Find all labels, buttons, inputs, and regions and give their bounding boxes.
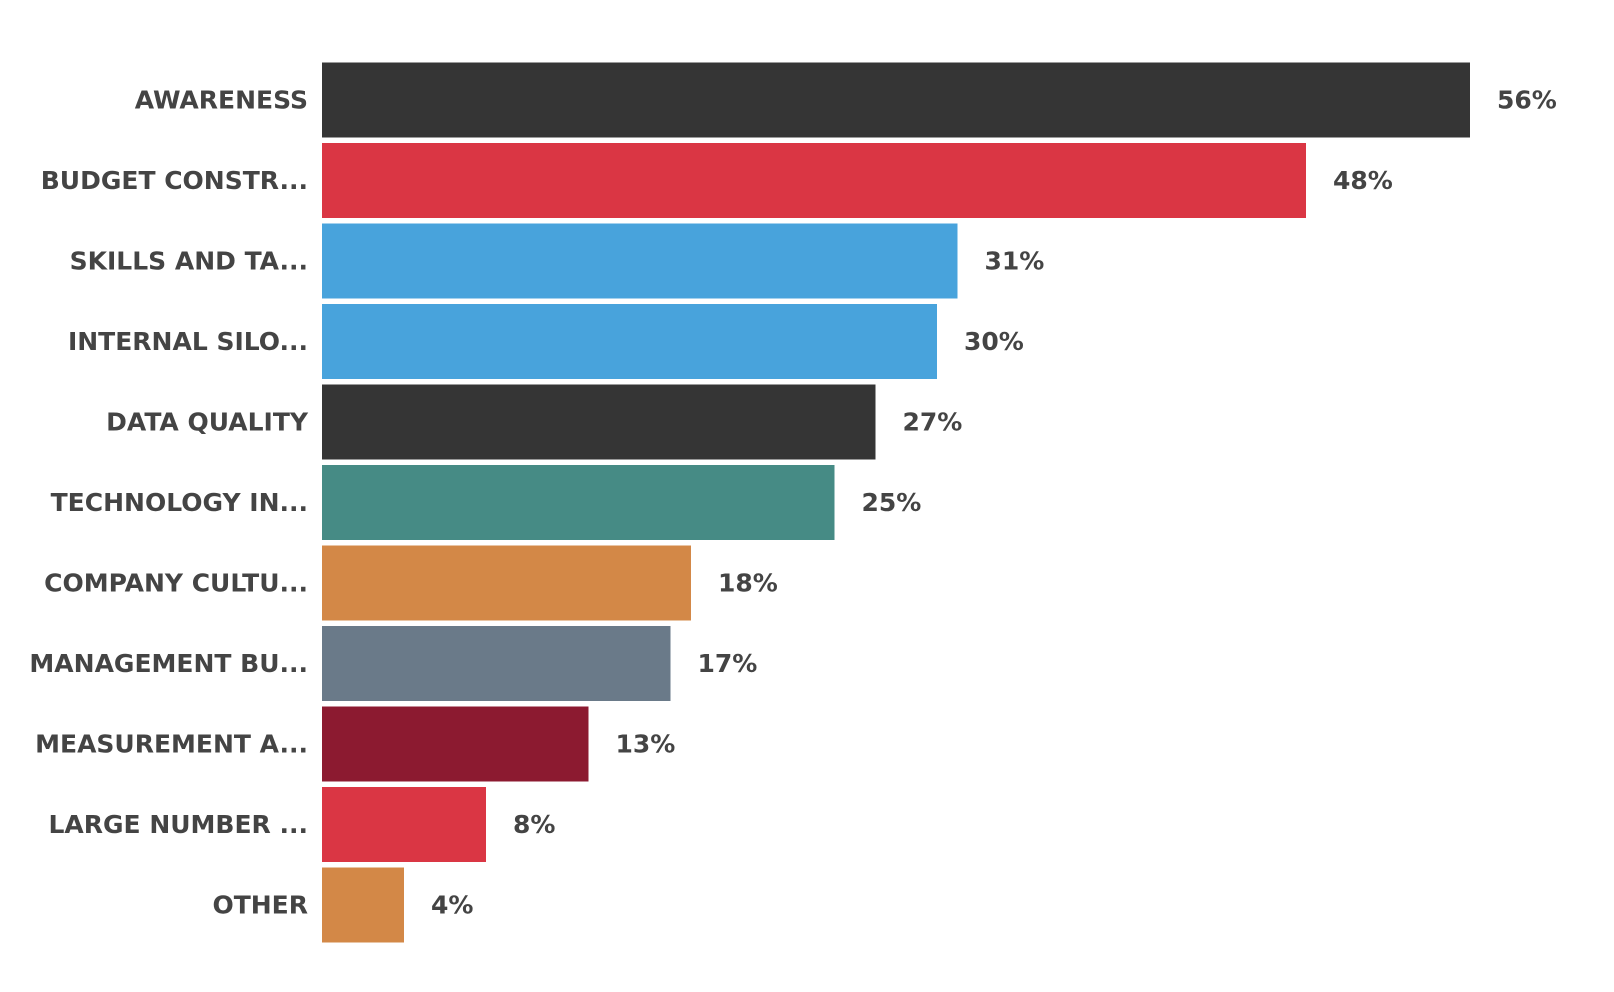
value-label-data-quality-4: 27%	[903, 408, 963, 437]
bar-management-bu-7	[322, 626, 671, 701]
bar-data-quality-4	[322, 384, 876, 460]
category-label-management-bu-7: MANAGEMENT BU...	[29, 649, 308, 678]
value-label-measurement-a-8: 13%	[616, 730, 676, 759]
bar-skills-and-ta-2	[322, 223, 958, 299]
value-label-budget-constr-1: 48%	[1333, 166, 1393, 195]
bar-other-10	[322, 867, 404, 943]
value-label-large-number-9: 8%	[513, 810, 555, 839]
bar-measurement-a-8	[322, 706, 589, 782]
value-label-technology-in-5: 25%	[862, 488, 922, 517]
category-label-internal-silo-3: INTERNAL SILO...	[68, 327, 308, 356]
bar-company-cultu-6	[322, 545, 691, 621]
value-label-internal-silo-3: 30%	[964, 327, 1024, 356]
category-label-other-10: OTHER	[212, 891, 308, 920]
bar-budget-constr-1	[322, 143, 1306, 218]
value-label-other-10: 4%	[431, 891, 473, 920]
category-label-measurement-a-8: MEASUREMENT A...	[35, 730, 308, 759]
value-label-management-bu-7: 17%	[698, 649, 758, 678]
category-label-large-number-9: LARGE NUMBER ...	[48, 810, 308, 839]
bar-awareness-0	[322, 62, 1470, 138]
bar-large-number-9	[322, 787, 486, 862]
bars-group	[322, 62, 1470, 943]
category-label-budget-constr-1: BUDGET CONSTR...	[41, 166, 308, 195]
value-label-company-cultu-6: 18%	[718, 569, 778, 598]
value-label-skills-and-ta-2: 31%	[985, 247, 1045, 276]
value-labels-group: 56% 48% 31% 30% 27% 25% 18% 17% 13% 8% 4%	[431, 86, 1557, 920]
bar-internal-silo-3	[322, 304, 937, 379]
bar-technology-in-5	[322, 465, 835, 540]
value-label-awareness-0: 56%	[1497, 86, 1557, 115]
category-label-awareness-0: AWARENESS	[135, 86, 308, 115]
category-label-technology-in-5: TECHNOLOGY IN...	[51, 488, 308, 517]
category-labels-group: AWARENESS BUDGET CONSTR... SKILLS AND TA..…	[29, 86, 308, 920]
category-label-company-cultu-6: COMPANY CULTU...	[44, 569, 308, 598]
category-label-data-quality-4: DATA QUALITY	[106, 408, 309, 437]
category-label-skills-and-ta-2: SKILLS AND TA...	[70, 247, 308, 276]
